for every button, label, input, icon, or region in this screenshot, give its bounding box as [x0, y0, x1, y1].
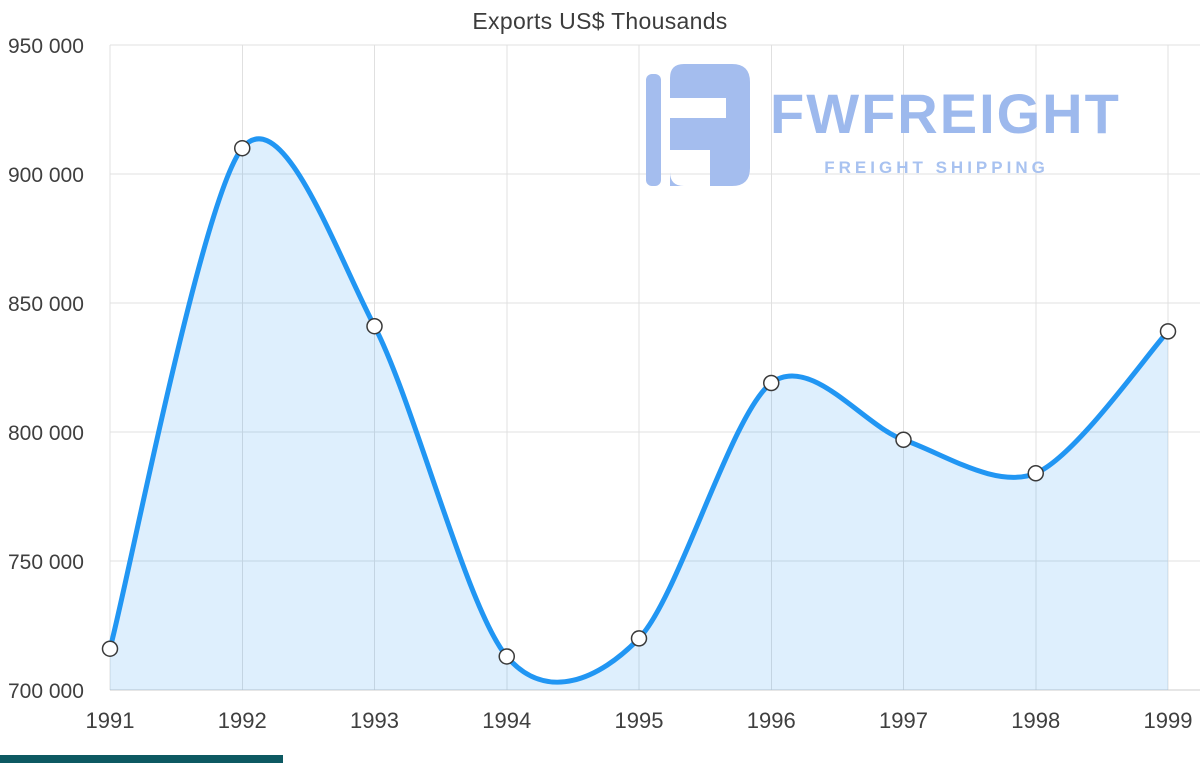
y-tick-label: 850 000 [8, 293, 84, 316]
x-tick-label: 1992 [218, 708, 267, 733]
x-tick-label: 1997 [879, 708, 928, 733]
data-point-1992[interactable] [234, 139, 251, 157]
data-point-1999[interactable] [1159, 323, 1177, 340]
fwfreight-watermark: FWFREIGHT FREIGHT SHIPPING [646, 64, 1121, 186]
chart-title: Exports US$ Thousands [472, 8, 728, 34]
data-point-1995[interactable] [630, 630, 648, 647]
y-tick-label: 750 000 [8, 551, 84, 574]
y-tick-label: 900 000 [8, 164, 84, 187]
y-tick-label: 950 000 [8, 35, 84, 58]
y-tick-label: 800 000 [8, 422, 84, 445]
data-point-1991[interactable] [101, 640, 119, 657]
data-point-1996[interactable] [763, 374, 780, 392]
x-tick-label: 1991 [86, 708, 135, 733]
x-tick-label: 1996 [747, 708, 796, 733]
y-tick-label: 700 000 [8, 680, 84, 703]
series-area-fill [110, 138, 1168, 690]
x-tick-label: 1994 [482, 708, 531, 733]
logo-wordmark: FWFREIGHT [770, 82, 1121, 145]
bottom-edge-strip [0, 755, 283, 763]
fwfreight-logo-icon [646, 64, 750, 186]
x-tick-label: 1998 [1011, 708, 1060, 733]
logo-subtitle: FREIGHT SHIPPING [824, 158, 1049, 177]
x-tick-label: 1999 [1144, 708, 1193, 733]
x-tick-label: 1993 [350, 708, 399, 733]
x-tick-label: 1995 [615, 708, 664, 733]
data-point-1994[interactable] [498, 648, 515, 665]
data-point-1993[interactable] [366, 317, 383, 335]
data-point-1997[interactable] [895, 431, 912, 448]
data-point-1998[interactable] [1027, 465, 1044, 482]
